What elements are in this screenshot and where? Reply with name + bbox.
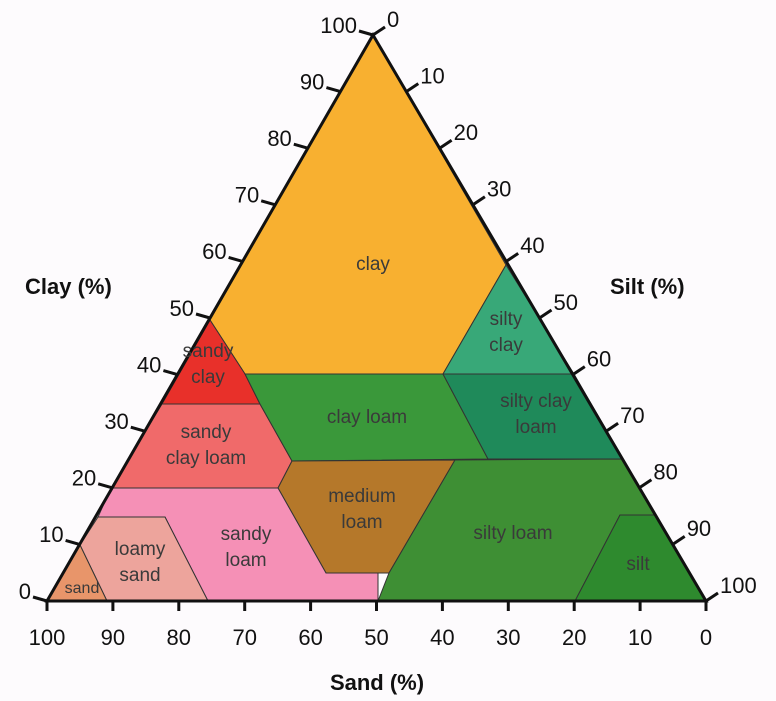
clay-tick	[293, 142, 309, 150]
sand-tick-label: 90	[101, 625, 125, 650]
clay-tick-label: 70	[235, 183, 259, 208]
silt-tick-label: 60	[587, 346, 611, 371]
region-label: clay loam	[327, 407, 407, 428]
clay-tick-label: 20	[72, 466, 96, 491]
silt-tick	[705, 591, 719, 603]
sand-tick-label: 10	[628, 625, 652, 650]
clay-tick-label: 50	[170, 296, 194, 321]
silt-tick	[571, 365, 586, 376]
clay-tick-label: 60	[202, 239, 226, 264]
silt-tick-label: 90	[687, 516, 711, 541]
silt-tick	[638, 478, 653, 490]
sand-tick-label: 50	[364, 625, 388, 650]
clay-tick	[195, 312, 211, 320]
clay-tick	[325, 86, 341, 94]
sand-tick-label: 30	[496, 625, 520, 650]
regions	[44, 32, 709, 603]
clay-axis-title: Clay (%)	[25, 274, 112, 299]
region-label: sand	[65, 580, 100, 597]
region-label: clay	[191, 367, 225, 388]
silt-tick	[671, 535, 686, 546]
silt-tick-label: 30	[487, 177, 511, 202]
sand-tick-label: 20	[562, 625, 586, 650]
clay-tick	[97, 482, 113, 490]
silt-axis-title: Silt (%)	[610, 274, 685, 299]
clay-tick	[130, 425, 146, 433]
clay-tick-label: 90	[300, 69, 324, 94]
silt-tick	[505, 252, 520, 263]
region-label: clay	[489, 335, 523, 356]
clay-tick-label: 100	[320, 13, 357, 38]
silt-tick	[472, 195, 486, 207]
region-label: sandy	[221, 524, 272, 545]
region-label: medium	[328, 486, 396, 507]
region-label: sandy	[183, 341, 234, 362]
clay-tick-label: 30	[104, 409, 128, 434]
clay-tick-label: 0	[19, 579, 31, 604]
clay-tick	[228, 255, 244, 263]
silt-tick-label: 40	[520, 233, 544, 258]
silt-tick-label: 100	[720, 573, 757, 598]
clay-tick	[162, 369, 178, 377]
region-label: silty loam	[473, 523, 552, 544]
silt-tick-label: 50	[554, 290, 578, 315]
silt-tick-label: 80	[653, 460, 677, 485]
silt-tick-label: 10	[420, 63, 444, 88]
silt-tick	[405, 82, 420, 93]
clay-tick-label: 80	[267, 126, 291, 151]
sand-tick-label: 70	[232, 625, 256, 650]
region-label: silty	[490, 309, 523, 330]
silt-tick	[605, 421, 619, 433]
region-label: sand	[119, 565, 160, 586]
region-label: sandy	[181, 422, 232, 443]
region-label: clay loam	[166, 448, 246, 469]
clay-tick-label: 10	[39, 522, 63, 547]
silt-tick-label: 70	[620, 403, 644, 428]
clay-tick	[32, 595, 48, 603]
silt-tick-label: 0	[387, 7, 399, 32]
region-label: silty clay	[500, 391, 572, 412]
silt-tick	[438, 138, 453, 150]
sand-tick-label: 60	[298, 625, 322, 650]
region-label: loam	[515, 417, 556, 438]
region-label: clay	[356, 254, 390, 275]
clay-tick	[358, 29, 374, 37]
sand-tick-label: 100	[29, 625, 66, 650]
sand-tick-label: 0	[700, 625, 712, 650]
silt-tick	[538, 308, 553, 320]
region-label: loam	[225, 550, 266, 571]
sand-tick-label: 80	[167, 625, 191, 650]
clay-tick	[65, 538, 81, 546]
clay-tick-label: 40	[137, 352, 161, 377]
sand-tick-label: 40	[430, 625, 454, 650]
region-label: loam	[341, 512, 382, 533]
region-label: loamy	[115, 539, 166, 560]
silt-tick-label: 20	[454, 120, 478, 145]
silt-tick	[372, 25, 386, 37]
sand-axis-title: Sand (%)	[330, 670, 424, 695]
region-label: silt	[626, 554, 650, 575]
clay-tick	[260, 199, 276, 207]
sandy-clay-loam-region	[110, 403, 293, 489]
